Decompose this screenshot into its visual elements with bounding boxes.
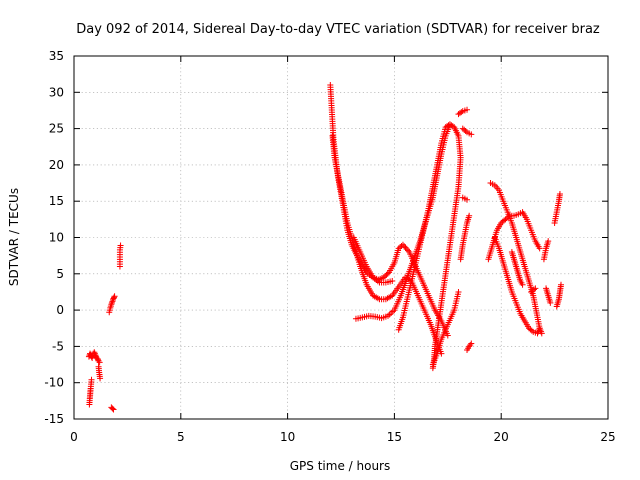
data-series-segment [553, 281, 565, 310]
data-point-marker [111, 294, 118, 301]
data-point-marker [402, 244, 409, 251]
y-tick-label: 15 [49, 194, 64, 208]
data-point-marker [464, 106, 471, 113]
y-tick-label: -15 [44, 412, 64, 426]
y-tick-label: -10 [44, 376, 64, 390]
data-point-marker [532, 285, 539, 292]
chart-title: Day 092 of 2014, Sidereal Day-to-day VTE… [76, 22, 600, 37]
y-tick-label: 30 [49, 85, 64, 99]
data-point-marker [97, 375, 104, 382]
axis-ticks: 0 5 10 15 20 25 -15 -10 -5 0 5 10 15 20 25 30 35 [44, 49, 615, 444]
x-tick-label: 0 [70, 430, 78, 444]
data-point-marker [405, 247, 412, 254]
y-tick-label: 10 [49, 231, 64, 245]
data-point-marker [111, 293, 118, 300]
data-point-marker [468, 131, 475, 138]
data-point-marker [468, 340, 475, 347]
data-point-marker [108, 299, 115, 306]
data-point-marker [464, 196, 471, 203]
data-point-marker [545, 238, 552, 245]
data-series-segment [86, 376, 95, 408]
data-point-marker [110, 406, 117, 413]
data-series-segment [540, 238, 552, 263]
data-series-segment [508, 249, 526, 288]
data-series-segment [106, 293, 118, 316]
x-tick-label: 10 [280, 430, 295, 444]
x-tick-label: 20 [494, 430, 509, 444]
data-series-segment [551, 190, 563, 226]
x-tick-label: 15 [387, 430, 402, 444]
data-point-marker [95, 357, 102, 364]
data-point-marker [528, 327, 535, 334]
data-point-marker [547, 299, 554, 306]
data-point-marker [462, 128, 469, 135]
data-point-marker [96, 359, 103, 366]
data-point-marker [444, 332, 451, 339]
data-point-marker [382, 273, 389, 280]
data-point-marker [556, 190, 563, 197]
data-point-marker [109, 298, 116, 305]
data-point-marker [530, 286, 537, 293]
data-point-marker [108, 301, 115, 308]
data-series-segment [95, 363, 104, 382]
data-series-segment [85, 349, 103, 366]
data-point-marker [466, 212, 473, 219]
data-point-marker [91, 350, 98, 357]
data-points [85, 82, 565, 413]
data-series-segment [455, 106, 471, 118]
data-point-marker [389, 278, 396, 285]
y-tick-label: -5 [52, 339, 64, 353]
data-point-marker [401, 243, 408, 250]
data-series-segment [108, 404, 117, 413]
data-point-marker [536, 325, 543, 332]
y-tick-label: 0 [56, 303, 64, 317]
data-point-marker [399, 241, 406, 248]
data-point-marker [458, 109, 465, 116]
data-series-segment [491, 234, 543, 337]
data-series-segment [459, 125, 475, 138]
data-series-segment [464, 340, 475, 354]
data-series-segment [487, 180, 545, 337]
data-point-marker [109, 405, 116, 412]
data-series-segment [528, 285, 539, 295]
grid [74, 56, 608, 419]
data-point-marker [380, 274, 387, 281]
data-series-segment [429, 288, 462, 368]
data-series-segment [459, 194, 471, 203]
data-point-marker [109, 296, 116, 303]
data-point-marker [455, 288, 462, 295]
y-tick-label: 20 [49, 158, 64, 172]
data-point-marker [536, 245, 543, 252]
data-point-marker [91, 349, 98, 356]
data-point-marker [384, 270, 391, 277]
x-tick-label: 5 [177, 430, 185, 444]
data-point-marker [558, 281, 565, 288]
y-tick-label: 35 [49, 49, 64, 63]
y-axis-label: SDTVAR / TECUs [7, 188, 21, 286]
y-tick-label: 5 [56, 267, 64, 281]
data-point-marker [403, 246, 410, 253]
data-series-segment [395, 121, 464, 372]
data-series-segment [543, 285, 554, 306]
data-series-segment [350, 234, 396, 286]
data-series-segment [457, 212, 473, 263]
data-point-marker [519, 281, 526, 288]
x-tick-label: 25 [600, 430, 615, 444]
data-point-marker [88, 376, 95, 383]
data-point-marker [117, 242, 124, 249]
y-tick-label: 25 [49, 122, 64, 136]
x-axis-label: GPS time / hours [290, 459, 391, 473]
data-point-marker [383, 271, 390, 278]
data-series-segment [116, 242, 124, 270]
data-point-marker [467, 341, 474, 348]
data-series-segment [329, 132, 445, 357]
data-series-segment [485, 209, 543, 263]
